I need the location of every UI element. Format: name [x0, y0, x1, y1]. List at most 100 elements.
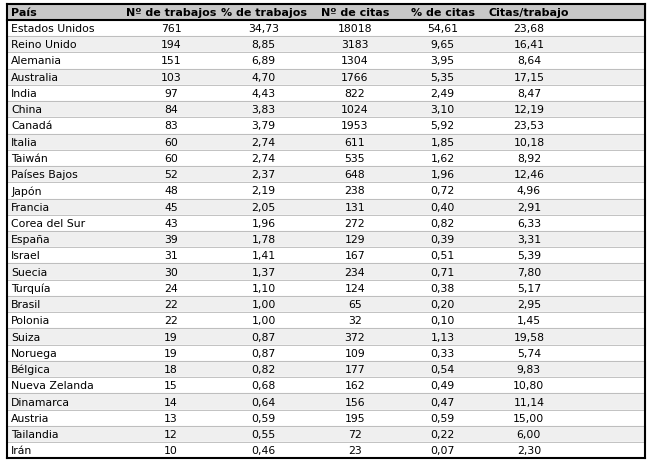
Text: Citas/trabajo: Citas/trabajo — [488, 8, 569, 18]
Bar — [7, 118, 645, 134]
Text: 0,22: 0,22 — [430, 429, 454, 439]
Text: 2,95: 2,95 — [517, 300, 541, 309]
Text: 19: 19 — [164, 332, 178, 342]
Text: 5,17: 5,17 — [517, 283, 541, 293]
Text: Australia: Australia — [11, 73, 59, 82]
Text: 10: 10 — [164, 445, 178, 455]
Text: 23,53: 23,53 — [513, 121, 544, 131]
Text: 0,87: 0,87 — [252, 348, 276, 358]
Bar — [7, 410, 645, 426]
Text: País: País — [11, 8, 37, 18]
Text: 238: 238 — [344, 186, 365, 196]
Bar — [7, 313, 645, 329]
Text: 151: 151 — [161, 56, 181, 66]
Text: 1304: 1304 — [341, 56, 368, 66]
Text: Israel: Israel — [11, 251, 41, 261]
Text: 10,18: 10,18 — [513, 138, 544, 147]
Text: 234: 234 — [344, 267, 365, 277]
Text: 156: 156 — [344, 397, 365, 407]
Text: 13: 13 — [164, 413, 178, 423]
Text: 1766: 1766 — [341, 73, 368, 82]
Text: 45: 45 — [164, 202, 178, 212]
Text: 18: 18 — [164, 364, 178, 374]
Text: 22: 22 — [164, 316, 178, 325]
Bar — [7, 296, 645, 313]
Text: 24: 24 — [164, 283, 178, 293]
Text: 97: 97 — [164, 89, 178, 99]
Text: 4,43: 4,43 — [252, 89, 276, 99]
Text: 372: 372 — [344, 332, 365, 342]
Bar — [7, 86, 645, 102]
Text: 14: 14 — [164, 397, 178, 407]
Text: 39: 39 — [164, 235, 178, 244]
Text: Francia: Francia — [11, 202, 50, 212]
Text: 19: 19 — [164, 348, 178, 358]
Text: 1,96: 1,96 — [252, 219, 276, 228]
Bar — [7, 215, 645, 232]
Bar — [7, 345, 645, 361]
Text: 162: 162 — [344, 381, 365, 390]
Text: 195: 195 — [344, 413, 365, 423]
Text: 2,30: 2,30 — [517, 445, 541, 455]
Text: 2,49: 2,49 — [430, 89, 454, 99]
Text: 1,96: 1,96 — [430, 170, 454, 180]
Text: Bélgica: Bélgica — [11, 364, 51, 375]
Text: 23,68: 23,68 — [513, 24, 544, 34]
Text: 6,00: 6,00 — [516, 429, 541, 439]
Text: 3,95: 3,95 — [430, 56, 454, 66]
Bar — [7, 361, 645, 377]
Text: 2,74: 2,74 — [252, 154, 276, 163]
Text: India: India — [11, 89, 38, 99]
Text: 2,19: 2,19 — [252, 186, 276, 196]
Text: 15: 15 — [164, 381, 178, 390]
Text: % de trabajos: % de trabajos — [220, 8, 306, 18]
Text: Irán: Irán — [11, 445, 33, 455]
Text: 1,13: 1,13 — [430, 332, 454, 342]
Text: 34,73: 34,73 — [248, 24, 279, 34]
Text: 2,91: 2,91 — [517, 202, 541, 212]
Text: 2,37: 2,37 — [252, 170, 276, 180]
Text: 272: 272 — [344, 219, 365, 228]
Text: Reino Unido: Reino Unido — [11, 40, 77, 50]
Text: 0,72: 0,72 — [430, 186, 454, 196]
Text: 167: 167 — [344, 251, 365, 261]
Text: 822: 822 — [344, 89, 365, 99]
Text: 9,65: 9,65 — [430, 40, 454, 50]
Bar — [7, 280, 645, 296]
Text: 9,83: 9,83 — [517, 364, 541, 374]
Text: Nº de citas: Nº de citas — [321, 8, 389, 18]
Text: 0,54: 0,54 — [430, 364, 454, 374]
Text: 6,33: 6,33 — [517, 219, 541, 228]
Text: España: España — [11, 235, 51, 244]
Bar — [7, 442, 645, 458]
Text: 32: 32 — [348, 316, 362, 325]
Text: 3,83: 3,83 — [252, 105, 276, 115]
Text: 1,78: 1,78 — [252, 235, 276, 244]
Bar — [7, 167, 645, 183]
Text: 0,82: 0,82 — [252, 364, 276, 374]
Text: Suiza: Suiza — [11, 332, 40, 342]
Text: 60: 60 — [164, 138, 178, 147]
Text: 12: 12 — [164, 429, 178, 439]
Bar — [7, 248, 645, 264]
Text: 4,96: 4,96 — [517, 186, 541, 196]
Text: Nueva Zelanda: Nueva Zelanda — [11, 381, 94, 390]
Text: 48: 48 — [164, 186, 178, 196]
Text: 2,74: 2,74 — [252, 138, 276, 147]
Text: Países Bajos: Países Bajos — [11, 169, 78, 180]
Text: 1,10: 1,10 — [252, 283, 276, 293]
Text: Brasil: Brasil — [11, 300, 41, 309]
Text: 15,00: 15,00 — [513, 413, 544, 423]
Text: 2,05: 2,05 — [252, 202, 276, 212]
Text: 5,39: 5,39 — [517, 251, 541, 261]
Bar — [7, 53, 645, 69]
Bar — [7, 232, 645, 248]
Text: 129: 129 — [344, 235, 365, 244]
Text: 1,37: 1,37 — [252, 267, 276, 277]
Text: 23: 23 — [348, 445, 362, 455]
Text: 3,79: 3,79 — [252, 121, 276, 131]
Bar — [7, 264, 645, 280]
Bar — [7, 199, 645, 215]
Text: 12,46: 12,46 — [513, 170, 544, 180]
Bar — [7, 183, 645, 199]
